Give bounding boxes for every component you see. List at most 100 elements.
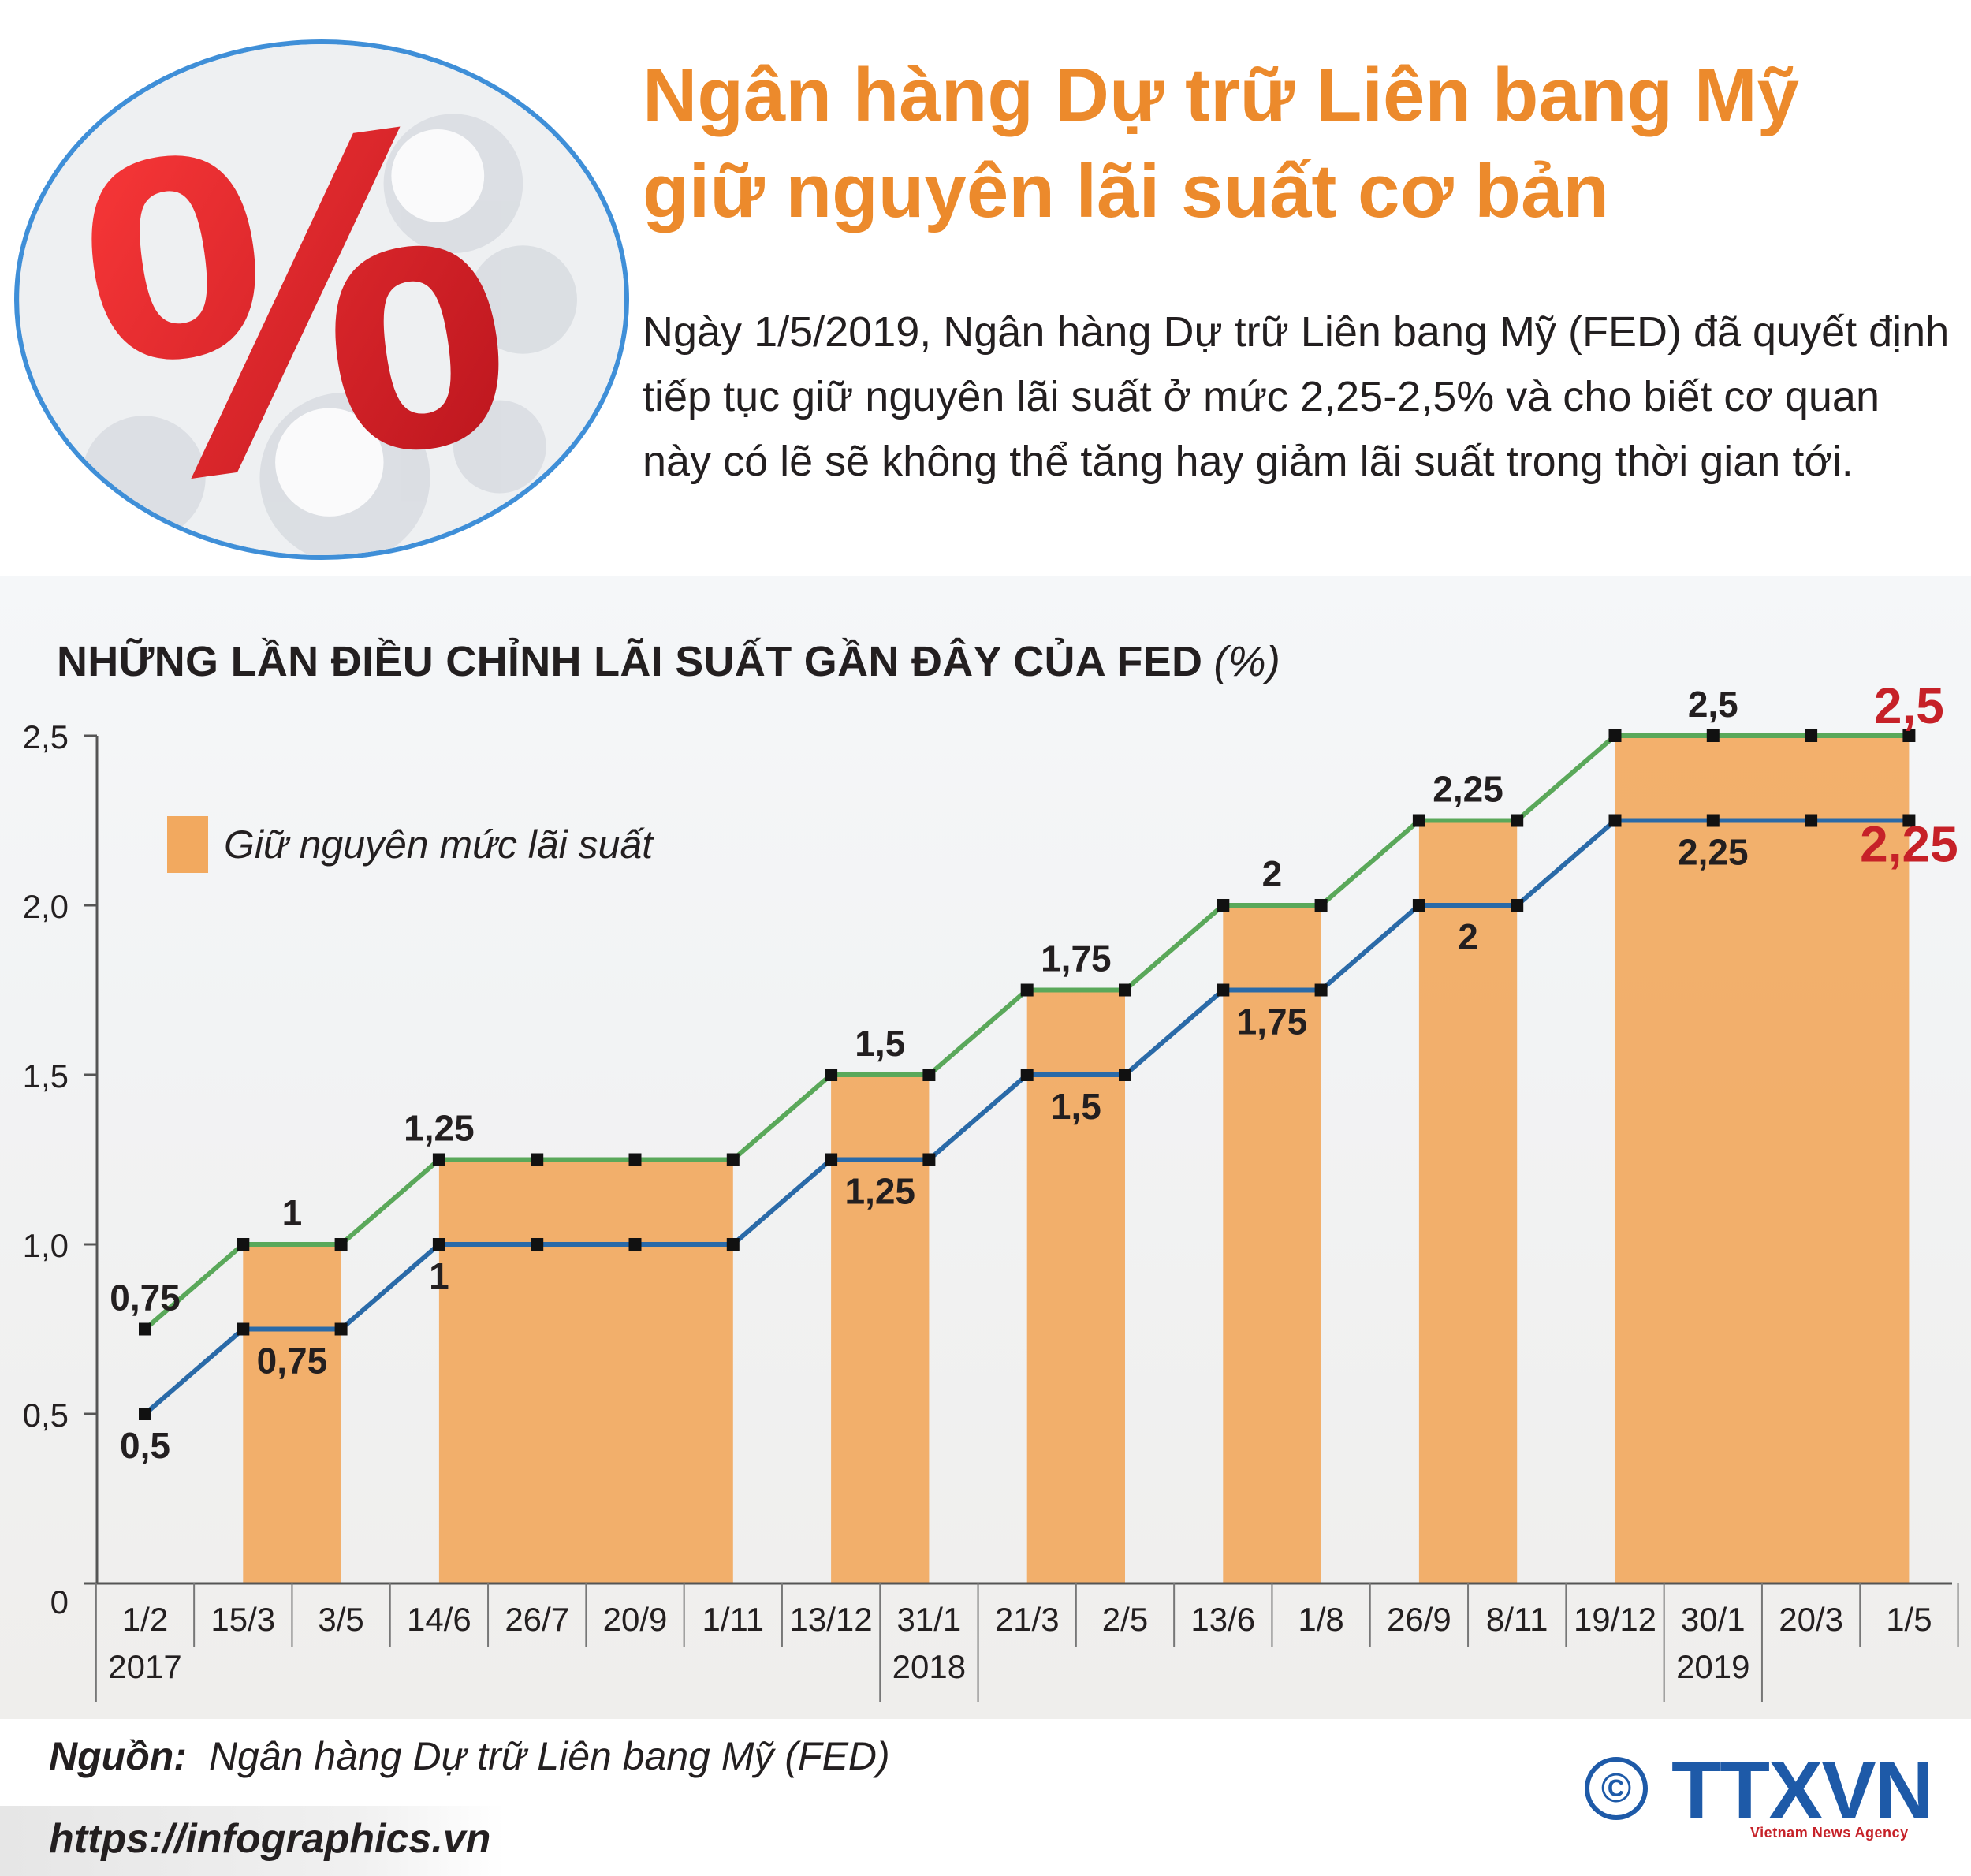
data-label-upper: 1,25: [404, 1108, 475, 1149]
x-tick-label: 20/3: [1779, 1601, 1843, 1638]
data-label-lower: 1,5: [1051, 1086, 1101, 1127]
title-line-1: Ngân hàng Dự trữ Liên bang Mỹ: [643, 53, 1800, 137]
x-tick-label: 13/12: [790, 1601, 873, 1638]
x-tick-label: 19/12: [1574, 1601, 1656, 1638]
data-point-upper: [1902, 729, 1916, 742]
data-label-lower: 2,25: [1860, 816, 1958, 873]
data-point-upper: [1511, 814, 1524, 827]
y-tick-label: 1,0: [23, 1227, 69, 1264]
x-tick-label: 13/6: [1190, 1601, 1255, 1638]
data-label-upper: 1,75: [1041, 938, 1112, 979]
data-point-upper: [1020, 983, 1034, 997]
data-point-lower: [628, 1238, 642, 1251]
data-point-upper: [825, 1069, 838, 1081]
data-point-upper: [1119, 983, 1131, 997]
data-point-lower: [1217, 983, 1230, 997]
hold-period-bar: [1615, 736, 1910, 1583]
x-tick-label: 8/11: [1486, 1601, 1548, 1638]
data-label-upper: 2,5: [1874, 677, 1944, 734]
y-tick-label: 1,5: [23, 1057, 69, 1095]
data-point-upper: [1217, 899, 1230, 912]
x-tick-label: 15/3: [211, 1601, 275, 1638]
data-point-lower: [1608, 814, 1622, 827]
data-label-upper: 2,25: [1433, 769, 1503, 810]
x-tick-label: 1/8: [1298, 1601, 1343, 1638]
ttxvn-logo: © TTXVN Vietnam News Agency: [1585, 1745, 1939, 1844]
data-point-lower: [726, 1238, 740, 1251]
data-point-lower: [531, 1238, 544, 1251]
data-point-upper: [237, 1238, 250, 1251]
data-point-lower: [432, 1238, 445, 1251]
data-point-upper: [531, 1153, 544, 1166]
x-tick-label: 20/9: [603, 1601, 668, 1638]
x-tick-label: 30/1: [1681, 1601, 1746, 1638]
data-point-lower: [1511, 899, 1524, 912]
x-tick-label: 31/1: [897, 1601, 962, 1638]
logo-subtitle: Vietnam News Agency: [1750, 1825, 1909, 1841]
x-year-label: 2017: [108, 1648, 181, 1685]
legend-swatch: [167, 816, 208, 873]
data-point-lower: [237, 1322, 250, 1336]
data-point-lower: [139, 1408, 151, 1420]
data-point-lower: [825, 1153, 838, 1166]
data-point-upper: [432, 1153, 445, 1166]
data-point-upper: [1314, 899, 1328, 912]
data-label-upper: 0,75: [110, 1277, 181, 1318]
data-point-upper: [139, 1322, 151, 1336]
x-tick-label: 1/2: [122, 1601, 168, 1638]
data-point-lower: [1020, 1069, 1034, 1081]
data-label-lower: 2: [1458, 916, 1478, 957]
data-point-lower: [922, 1153, 936, 1166]
chart-unit: (%): [1213, 638, 1281, 685]
hold-period-bar: [438, 1159, 733, 1583]
x-year-label: 2018: [892, 1648, 966, 1685]
hold-period-bar: [1223, 905, 1321, 1583]
data-label-lower: 1: [429, 1255, 449, 1296]
data-point-upper: [1805, 729, 1818, 742]
y-tick-label: 2,5: [23, 718, 69, 755]
data-label-upper: 2: [1262, 853, 1283, 894]
x-tick-label: 26/7: [505, 1601, 569, 1638]
x-tick-label: 21/3: [995, 1601, 1060, 1638]
hold-period-bar: [831, 1075, 930, 1583]
x-tick-label: 1/11: [702, 1601, 764, 1638]
data-label-lower: 1,25: [844, 1171, 915, 1212]
data-point-lower: [1805, 814, 1818, 827]
footer-bar: [0, 1806, 505, 1876]
data-label-lower: 2,25: [1678, 832, 1749, 873]
legend-label: Giữ nguyên mức lãi suất: [224, 822, 654, 867]
page-title: Ngân hàng Dự trữ Liên bang Mỹ giữ nguyên…: [643, 47, 1943, 240]
hold-period-bar: [1418, 820, 1518, 1583]
data-point-upper: [922, 1069, 936, 1081]
svg-text:%: %: [55, 44, 536, 555]
data-label-upper: 2,5: [1688, 684, 1738, 725]
x-tick-label: 26/9: [1387, 1601, 1451, 1638]
data-point-lower: [1706, 814, 1720, 827]
hold-period-bar: [243, 1244, 341, 1583]
source-label: Nguồn:: [49, 1734, 187, 1778]
x-tick-label: 3/5: [318, 1601, 363, 1638]
data-point-lower: [1412, 899, 1425, 912]
hold-period-bar: [1026, 990, 1125, 1583]
data-point-upper: [334, 1238, 348, 1251]
data-point-lower: [1119, 1069, 1131, 1081]
footer-url-link[interactable]: https://infographics.vn: [49, 1816, 491, 1862]
data-label-lower: 0,75: [257, 1341, 328, 1382]
y-tick-label: 2,0: [23, 888, 69, 925]
data-label-lower: 0,5: [120, 1425, 170, 1466]
source-note: Nguồn: Ngân hàng Dự trữ Liên bang Mỹ (FED…: [49, 1733, 890, 1779]
data-label-upper: 1,5: [855, 1023, 905, 1064]
title-line-2: giữ nguyên lãi suất cơ bản: [643, 149, 1609, 233]
data-point-upper: [1608, 729, 1622, 742]
chart-title-text: NHỮNG LẦN ĐIỀU CHỈNH LÃI SUẤT GẦN ĐÂY CỦ…: [57, 638, 1203, 685]
logo-wordmark: TTXVN: [1671, 1745, 1934, 1837]
data-label-upper: 1: [282, 1192, 303, 1233]
legend: Giữ nguyên mức lãi suất: [167, 816, 653, 873]
y-tick-label: 0: [50, 1583, 69, 1621]
x-year-label: 2019: [1676, 1648, 1749, 1685]
y-tick-label: 0,5: [23, 1397, 69, 1434]
data-label-lower: 1,75: [1237, 1001, 1308, 1042]
x-tick-label: 1/5: [1886, 1601, 1932, 1638]
data-point-lower: [334, 1322, 348, 1336]
